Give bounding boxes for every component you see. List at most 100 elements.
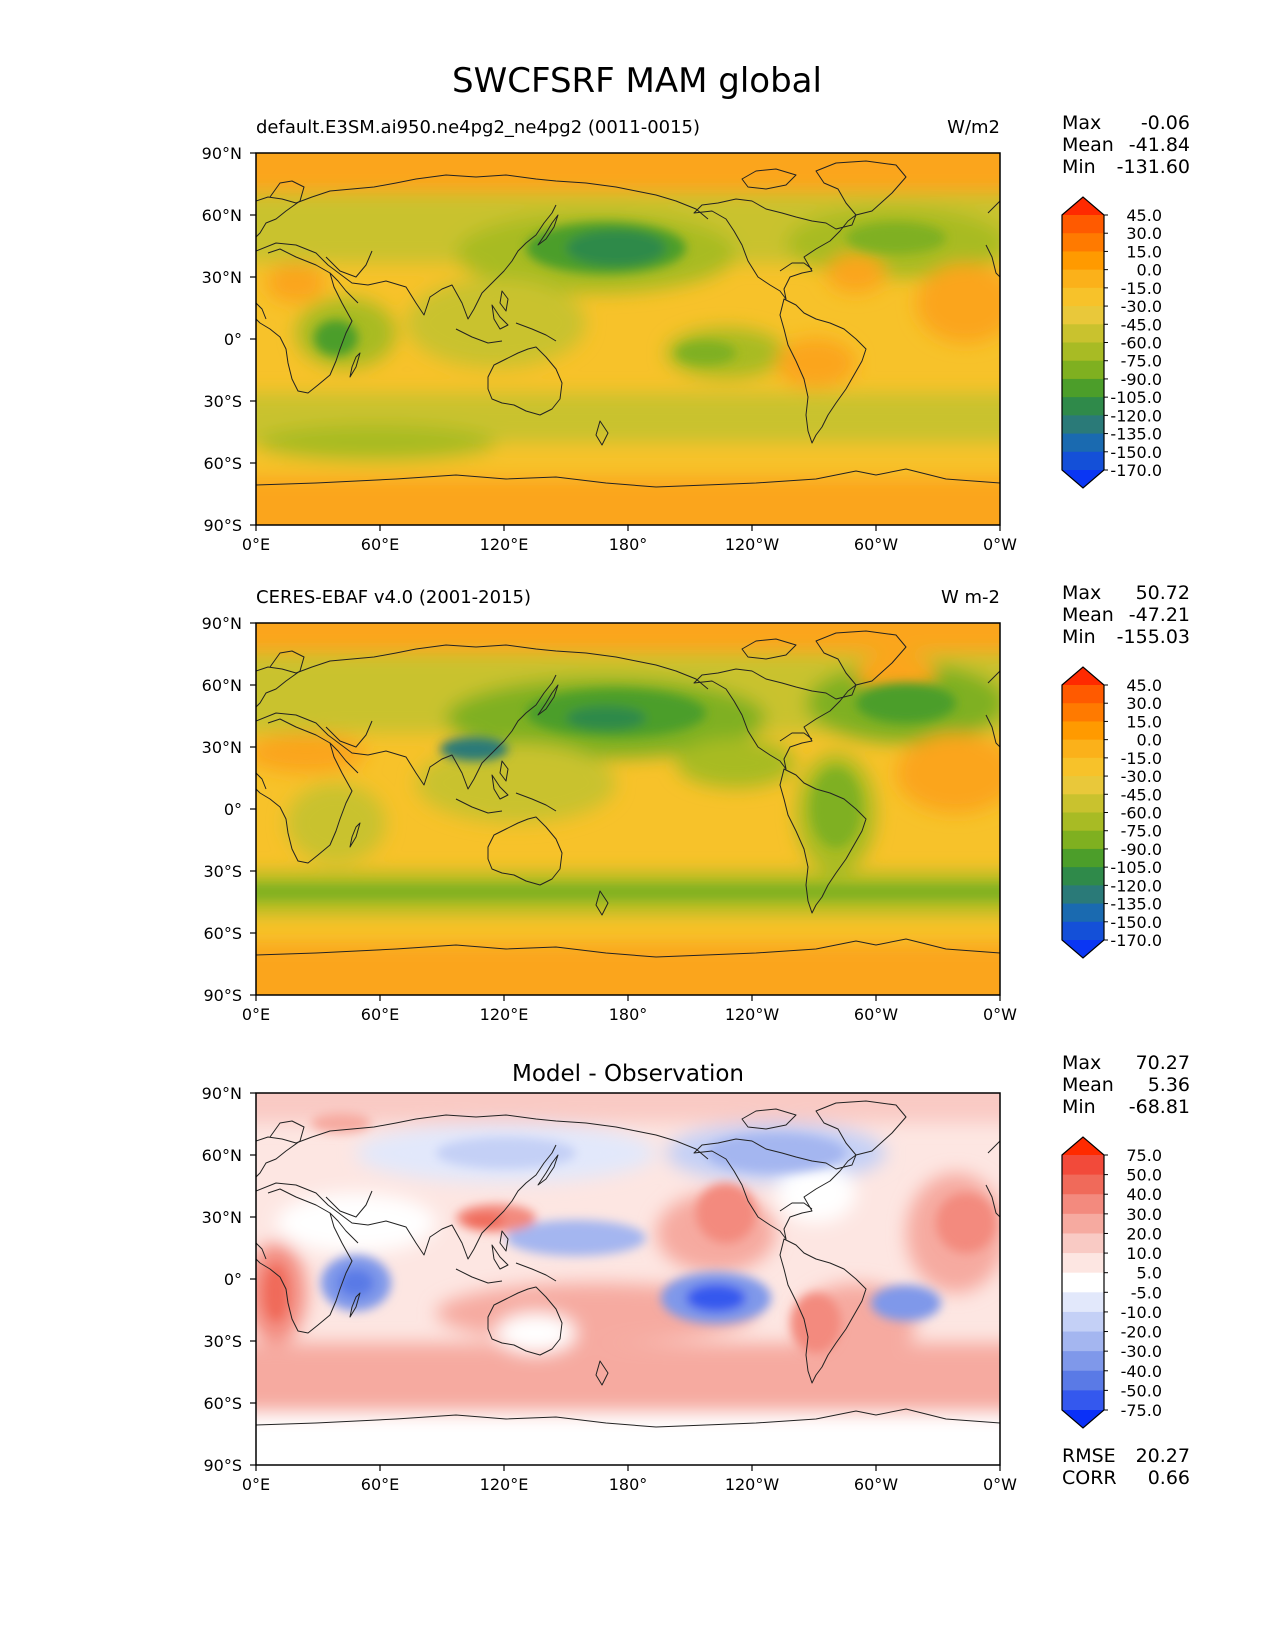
lat-tick-label: 30°S	[203, 1332, 242, 1351]
stat-value: 5.36	[1148, 1074, 1190, 1096]
colorbar-level-label: -135.0	[1110, 425, 1162, 444]
colorbar-level-label: 20.0	[1126, 1224, 1162, 1243]
stat-label: Min	[1062, 626, 1096, 648]
colorbar: 75.050.040.030.020.010.05.0-5.0-10.0-20.…	[1061, 1136, 1162, 1429]
lat-tick-label: 90°N	[202, 1084, 242, 1103]
colorbar-segment	[1062, 703, 1104, 723]
colorbar-segment	[1062, 306, 1104, 325]
map-field	[256, 1073, 1000, 1483]
lon-tick-label: 120°W	[725, 1475, 780, 1494]
lon-tick-label: 60°E	[361, 535, 399, 554]
lat-tick-label: 60°N	[202, 206, 242, 225]
colorbar-segment	[1062, 721, 1104, 741]
colorbar-segment	[1062, 287, 1104, 307]
colorbar-level-label: -15.0	[1121, 749, 1162, 768]
lat-tick-label: 90°N	[202, 144, 242, 163]
colorbar-segment	[1062, 451, 1104, 471]
lat-tick-label: 30°N	[202, 268, 242, 287]
stat-value: 0.66	[1148, 1467, 1190, 1489]
colorbar-level-label: -170.0	[1110, 461, 1162, 480]
stat-label: Max	[1062, 112, 1101, 134]
colorbar-level-label: -30.0	[1121, 297, 1162, 316]
colorbar-level-label: -15.0	[1121, 279, 1162, 298]
lon-tick-label: 0°E	[242, 535, 270, 554]
colorbar-extend-top	[1062, 667, 1104, 685]
stat-value: -41.84	[1129, 134, 1190, 156]
colorbar-level-label: -45.0	[1121, 785, 1162, 804]
lon-tick-label: 60°E	[361, 1005, 399, 1024]
lat-tick-label: 0°	[224, 1270, 242, 1289]
lon-tick-label: 120°E	[480, 535, 529, 554]
colorbar: 45.030.015.00.0-15.0-30.0-45.0-60.0-75.0…	[1061, 666, 1162, 959]
colorbar-extend-bottom	[1062, 1410, 1104, 1428]
stat-label: Min	[1062, 1096, 1096, 1118]
colorbar-extend-bottom	[1062, 470, 1104, 488]
panel-units: W m-2	[941, 587, 1000, 608]
colorbar-level-label: -90.0	[1121, 840, 1162, 859]
colorbar-level-label: 15.0	[1126, 242, 1162, 261]
panel-obs: CERES-EBAF v4.0 (2001-2015) W m-2 90°N 60°N…	[202, 582, 1190, 1024]
colorbar-extend-bottom	[1062, 940, 1104, 958]
colorbar-level-label: -75.0	[1121, 1401, 1162, 1420]
lon-tick-label: 60°W	[854, 1475, 898, 1494]
lon-tick-label: 0°E	[242, 1005, 270, 1024]
lat-tick-label: 90°S	[203, 986, 242, 1005]
colorbar-level-label: 0.0	[1137, 731, 1162, 750]
colorbar-extend-top	[1062, 197, 1104, 215]
colorbar-segment	[1062, 433, 1104, 453]
colorbar-segment	[1062, 903, 1104, 923]
colorbar-level-label: -105.0	[1110, 858, 1162, 877]
lon-tick-label: 180°	[609, 1475, 648, 1494]
lon-tick-label: 0°W	[983, 535, 1017, 554]
colorbar-level-label: -120.0	[1110, 876, 1162, 895]
panel-units: W/m2	[947, 117, 1000, 138]
colorbar-segment	[1062, 776, 1104, 795]
colorbar-level-label: -150.0	[1110, 443, 1162, 462]
lat-tick-label: 60°S	[203, 1394, 242, 1413]
colorbar-level-label: -75.0	[1121, 822, 1162, 841]
colorbar-segment	[1062, 794, 1104, 814]
stat-value: 50.72	[1136, 582, 1190, 604]
lon-tick-label: 120°W	[725, 1005, 780, 1024]
colorbar-level-label: -10.0	[1121, 1303, 1162, 1322]
colorbar-level-label: 45.0	[1126, 676, 1162, 695]
lat-tick-label: 60°N	[202, 676, 242, 695]
colorbar-segment	[1062, 848, 1104, 868]
colorbar-segment	[1062, 1292, 1104, 1313]
lat-tick-label: 60°S	[203, 924, 242, 943]
stat-value: 20.27	[1136, 1445, 1190, 1467]
panel-diff: Model - Observation 90°N 60°N 30°N 0° 30°S 60°…	[202, 1052, 1190, 1494]
colorbar-level-label: 40.0	[1126, 1185, 1162, 1204]
colorbar-level-label: 30.0	[1126, 1205, 1162, 1224]
lon-tick-label: 180°	[609, 1005, 648, 1024]
colorbar-level-label: -120.0	[1110, 406, 1162, 425]
colorbar-level-label: 45.0	[1126, 206, 1162, 225]
colorbar-segment	[1062, 251, 1104, 271]
colorbar-segment	[1062, 269, 1104, 289]
lat-tick-label: 30°N	[202, 738, 242, 757]
colorbar-segment	[1062, 885, 1104, 905]
colorbar-level-label: -60.0	[1121, 804, 1162, 823]
colorbar-level-label: -105.0	[1110, 388, 1162, 407]
colorbar-segment	[1062, 830, 1104, 850]
lat-tick-label: 30°S	[203, 392, 242, 411]
lon-tick-label: 120°E	[480, 1005, 529, 1024]
panel-left-title: CERES-EBAF v4.0 (2001-2015)	[256, 587, 531, 608]
lat-tick-label: 30°N	[202, 1208, 242, 1227]
colorbar-segment	[1062, 215, 1104, 234]
colorbar-level-label: 50.0	[1126, 1166, 1162, 1185]
colorbar-level-label: 75.0	[1126, 1146, 1162, 1165]
colorbar-segment	[1062, 1174, 1104, 1195]
panel-left-title: default.E3SM.ai950.ne4pg2_ne4pg2 (0011-0…	[256, 117, 700, 138]
colorbar-segment	[1062, 1213, 1104, 1235]
map-field	[256, 603, 1000, 1023]
lat-tick-label: 90°S	[203, 1456, 242, 1475]
colorbar-level-label: 0.0	[1137, 261, 1162, 280]
lat-tick-label: 30°S	[203, 862, 242, 881]
colorbar-segment	[1062, 415, 1104, 435]
lat-tick-label: 90°S	[203, 516, 242, 535]
lon-tick-label: 120°W	[725, 535, 780, 554]
stat-label: Mean	[1062, 1074, 1114, 1096]
colorbar-segment	[1062, 1351, 1104, 1372]
lat-tick-label: 90°N	[202, 614, 242, 633]
